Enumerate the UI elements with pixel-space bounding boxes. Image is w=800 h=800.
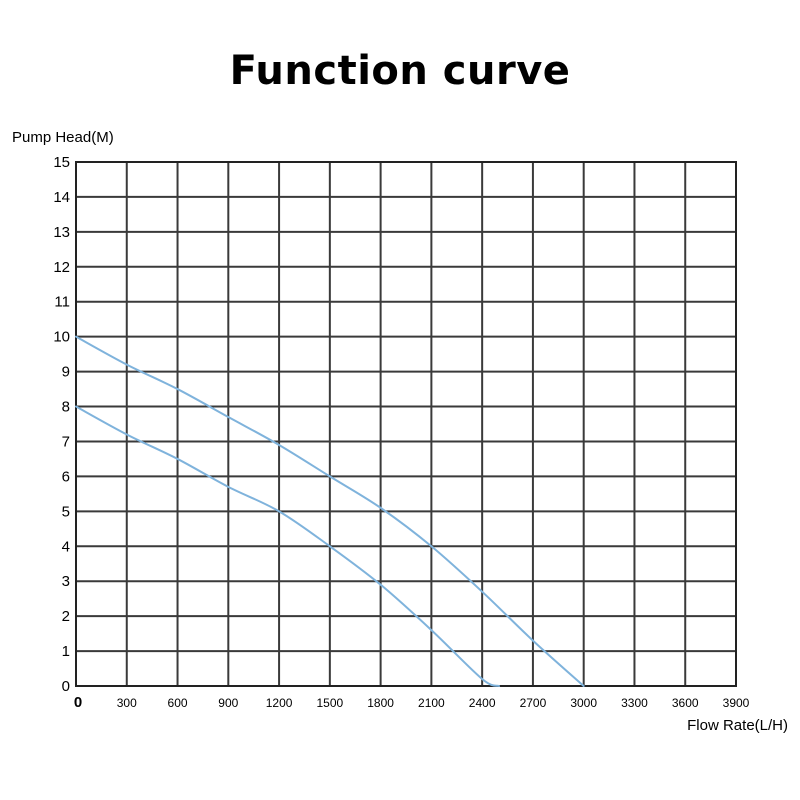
y-tick-label: 7 (62, 433, 70, 450)
plot-frame (75, 161, 737, 687)
x-tick-label: 3600 (672, 696, 699, 710)
series-line-2 (75, 405, 501, 687)
x-tick-label: 600 (168, 696, 188, 710)
x-tick-label: 2100 (418, 696, 445, 710)
y-tick-label: 8 (62, 399, 70, 416)
chart-title: Function curve (229, 48, 571, 94)
y-tick-label: 14 (53, 189, 70, 206)
x-tick-label: 3300 (621, 696, 648, 710)
x-tick-label: 2700 (520, 696, 547, 710)
y-tick-label: 13 (53, 224, 70, 241)
y-tick-label: 0 (62, 678, 70, 695)
y-tick-label: 3 (62, 573, 70, 590)
y-tick-label: 6 (62, 468, 70, 485)
y-tick-label: 4 (62, 538, 70, 555)
y-tick-label: 5 (62, 503, 70, 520)
x-tick-label: 1800 (367, 696, 394, 710)
y-tick-label: 2 (62, 608, 70, 625)
x-tick-label: 3000 (570, 696, 597, 710)
x-tick-label: 1500 (316, 696, 343, 710)
x-tick-label: 1200 (266, 696, 293, 710)
y-tick-label: 9 (62, 364, 70, 381)
x-tick-label: 3900 (723, 696, 750, 710)
y-tick-label: 1 (62, 643, 70, 660)
x-tick-label: 2400 (469, 696, 496, 710)
series-line-1 (75, 335, 585, 687)
x-tick-label: 900 (218, 696, 238, 710)
x-tick-label: 300 (117, 696, 137, 710)
y-axis-label: Pump Head(M) (12, 129, 114, 146)
y-tick-label: 12 (53, 259, 70, 276)
x-axis-label: Flow Rate(L/H) (687, 717, 788, 734)
y-tick-label: 15 (53, 154, 70, 171)
y-tick-label: 11 (54, 294, 70, 311)
y-tick-label: 10 (53, 329, 70, 346)
x-tick-label: 0 (74, 694, 82, 711)
